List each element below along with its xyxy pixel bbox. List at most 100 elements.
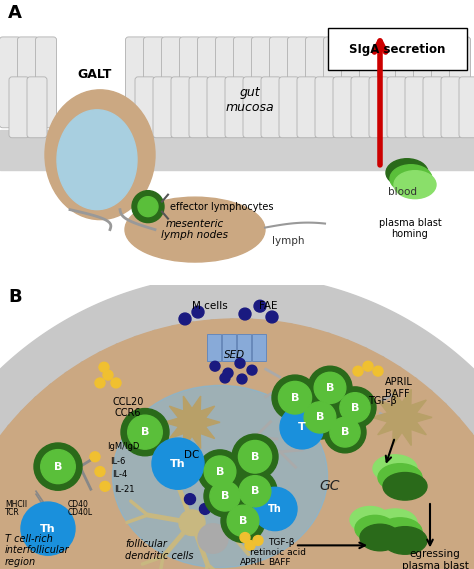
Circle shape <box>308 366 352 410</box>
Ellipse shape <box>355 516 395 542</box>
Ellipse shape <box>350 506 390 533</box>
Text: B: B <box>54 461 62 472</box>
Text: B: B <box>251 486 259 496</box>
FancyBboxPatch shape <box>225 77 245 138</box>
Circle shape <box>221 499 265 542</box>
Circle shape <box>220 373 230 383</box>
Ellipse shape <box>34 396 48 410</box>
Text: CCL20
CCR6: CCL20 CCR6 <box>112 397 144 418</box>
Bar <box>252 334 266 361</box>
FancyBboxPatch shape <box>18 37 38 128</box>
FancyBboxPatch shape <box>144 37 164 128</box>
Text: plasma blast
homing: plasma blast homing <box>379 217 441 239</box>
Circle shape <box>245 541 255 550</box>
Circle shape <box>111 378 121 388</box>
Ellipse shape <box>386 159 428 187</box>
Circle shape <box>238 440 272 473</box>
Ellipse shape <box>20 410 34 424</box>
Polygon shape <box>0 275 474 510</box>
Ellipse shape <box>80 361 93 377</box>
Circle shape <box>95 467 105 476</box>
Text: retinoic acid: retinoic acid <box>250 548 306 556</box>
Text: IL-4: IL-4 <box>112 470 127 479</box>
Text: APRIL: APRIL <box>240 558 265 567</box>
Text: effector lymphocytes: effector lymphocytes <box>170 201 273 212</box>
FancyBboxPatch shape <box>306 37 327 128</box>
FancyBboxPatch shape <box>341 37 363 128</box>
FancyBboxPatch shape <box>459 77 474 138</box>
Text: gut
mucosa: gut mucosa <box>226 86 274 114</box>
Circle shape <box>21 502 75 555</box>
Circle shape <box>272 375 318 420</box>
Ellipse shape <box>446 417 460 430</box>
Ellipse shape <box>419 389 433 404</box>
Ellipse shape <box>433 402 447 417</box>
FancyBboxPatch shape <box>85 97 115 138</box>
Text: TGF-β: TGF-β <box>268 538 294 547</box>
Circle shape <box>223 368 233 378</box>
Text: egressing
plasma blast: egressing plasma blast <box>401 549 468 569</box>
FancyBboxPatch shape <box>243 77 263 138</box>
Circle shape <box>237 374 247 384</box>
Ellipse shape <box>394 171 436 199</box>
Text: TCR: TCR <box>5 508 20 517</box>
Text: blood: blood <box>388 187 417 197</box>
Ellipse shape <box>125 197 265 262</box>
Circle shape <box>253 535 263 545</box>
Ellipse shape <box>283 323 295 340</box>
FancyBboxPatch shape <box>323 37 345 128</box>
Circle shape <box>192 306 204 318</box>
Circle shape <box>330 417 360 447</box>
Text: A: A <box>8 4 22 22</box>
Text: FAE: FAE <box>259 301 277 311</box>
Bar <box>207 334 221 361</box>
FancyBboxPatch shape <box>333 77 353 138</box>
FancyBboxPatch shape <box>0 37 20 128</box>
Text: GC: GC <box>320 479 340 493</box>
Text: B: B <box>326 383 334 393</box>
Circle shape <box>132 191 164 222</box>
Polygon shape <box>0 319 474 569</box>
Text: B: B <box>239 516 247 526</box>
FancyBboxPatch shape <box>153 77 173 138</box>
FancyBboxPatch shape <box>198 37 219 128</box>
Circle shape <box>90 452 100 461</box>
Ellipse shape <box>7 424 22 438</box>
Circle shape <box>204 476 246 517</box>
Text: SIgA secretion: SIgA secretion <box>349 43 445 56</box>
FancyBboxPatch shape <box>135 77 155 138</box>
Text: MHCII: MHCII <box>5 500 27 509</box>
Ellipse shape <box>45 90 155 220</box>
Circle shape <box>100 481 110 491</box>
FancyBboxPatch shape <box>252 37 273 128</box>
Circle shape <box>95 378 105 388</box>
Circle shape <box>34 443 82 490</box>
Polygon shape <box>164 396 220 448</box>
Circle shape <box>253 487 297 531</box>
FancyBboxPatch shape <box>315 77 335 138</box>
Ellipse shape <box>383 527 427 554</box>
Text: GALT: GALT <box>78 68 112 81</box>
Text: CD40: CD40 <box>68 500 89 509</box>
FancyBboxPatch shape <box>359 37 381 128</box>
FancyBboxPatch shape <box>180 37 201 128</box>
Text: DC: DC <box>184 450 200 460</box>
Text: M cells: M cells <box>192 301 228 311</box>
Text: B: B <box>341 427 349 437</box>
Ellipse shape <box>97 352 109 368</box>
Ellipse shape <box>169 325 181 342</box>
Circle shape <box>227 505 259 537</box>
Circle shape <box>210 481 240 511</box>
Circle shape <box>121 409 169 456</box>
Circle shape <box>152 438 204 489</box>
Ellipse shape <box>132 336 144 352</box>
Text: follicular
dendritic cells: follicular dendritic cells <box>125 539 193 561</box>
Circle shape <box>314 372 346 403</box>
Circle shape <box>210 361 220 371</box>
Ellipse shape <box>48 384 62 398</box>
Ellipse shape <box>378 464 422 491</box>
Ellipse shape <box>458 431 473 445</box>
FancyBboxPatch shape <box>328 28 467 70</box>
Text: APRIL
BAFF: APRIL BAFF <box>385 377 413 399</box>
Circle shape <box>103 370 113 380</box>
